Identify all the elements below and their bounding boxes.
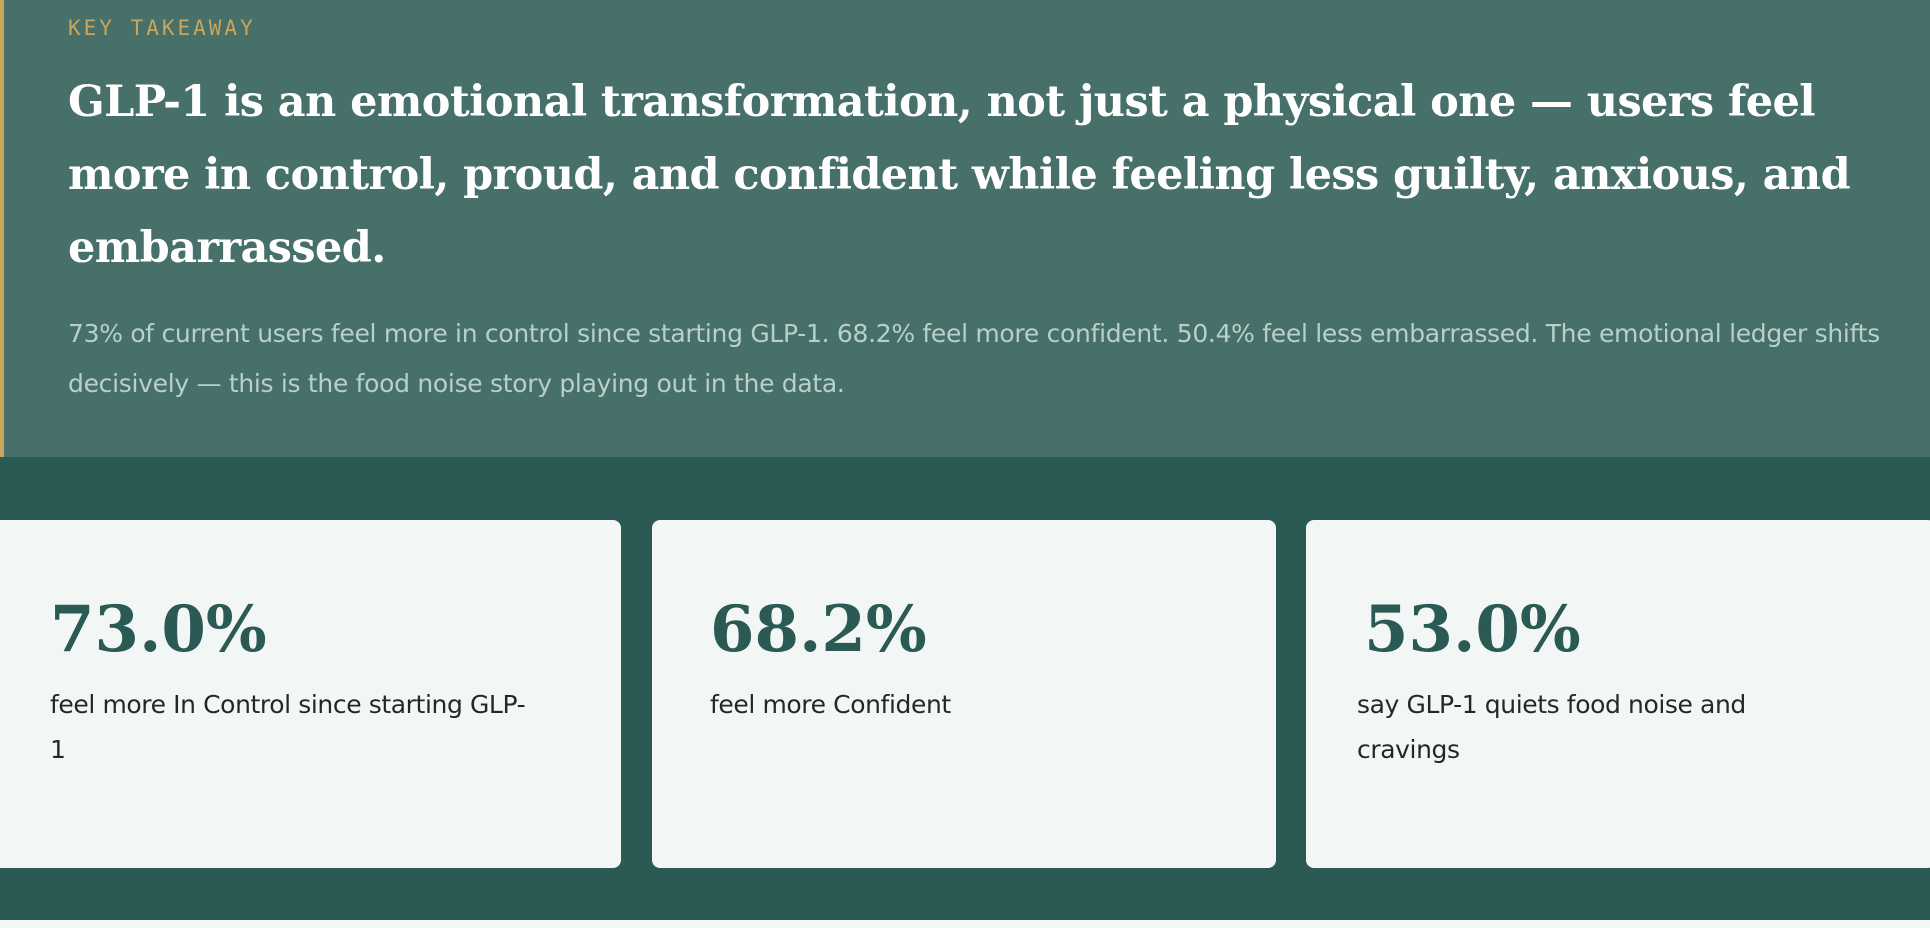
key-takeaway-panel: KEY TAKEAWAY GLP-1 is an emotional trans… bbox=[0, 0, 1930, 457]
stat-card-food-noise: 53.0% say GLP-1 quiets food noise and cr… bbox=[1306, 520, 1930, 868]
stat-value: 53.0% bbox=[1364, 592, 1581, 667]
stat-value: 73.0% bbox=[50, 592, 267, 667]
stat-label: feel more In Control since starting GLP-… bbox=[50, 690, 526, 764]
bottom-divider bbox=[0, 920, 1930, 928]
takeaway-body: 73% of current users feel more in contro… bbox=[68, 319, 1880, 398]
takeaway-headline: GLP-1 is an emotional transformation, no… bbox=[68, 77, 1851, 273]
stat-card-in-control: 73.0% feel more In Control since startin… bbox=[0, 520, 621, 868]
stat-value: 68.2% bbox=[710, 592, 927, 667]
stats-band: 73.0% feel more In Control since startin… bbox=[0, 457, 1930, 920]
stat-card-confident: 68.2% feel more Confident bbox=[652, 520, 1276, 868]
takeaway-eyebrow: KEY TAKEAWAY bbox=[68, 16, 256, 40]
stat-label: say GLP-1 quiets food noise and cravings bbox=[1357, 690, 1746, 764]
stat-label: feel more Confident bbox=[710, 690, 951, 719]
